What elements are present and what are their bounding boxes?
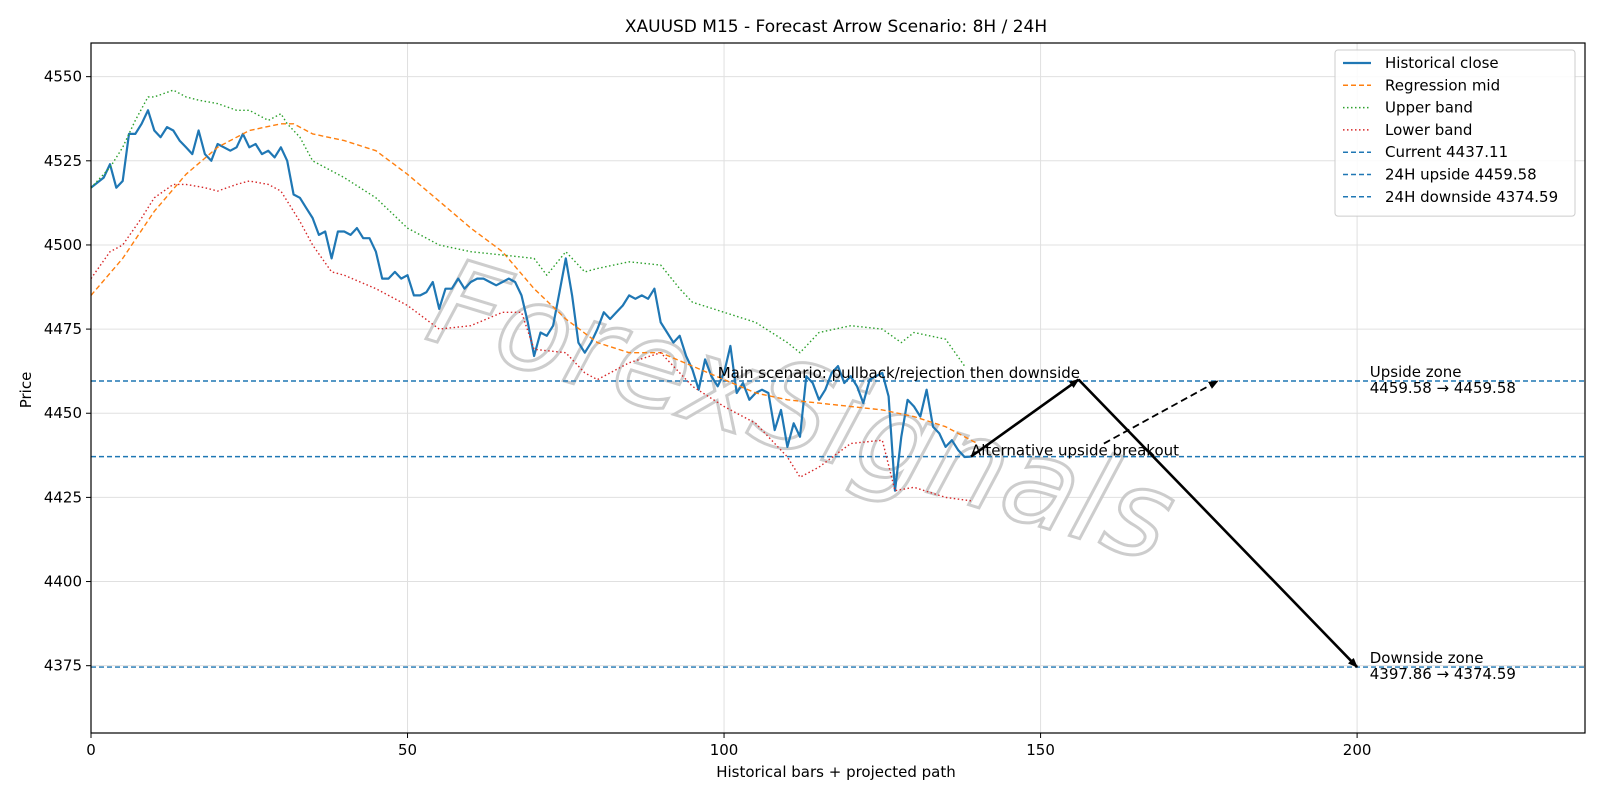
main-scenario-label: Main scenario: pullback/rejection then d… bbox=[718, 364, 1080, 382]
downside-zone-range: 4397.86 → 4374.59 bbox=[1370, 665, 1516, 683]
y-axis: 4375 4400 4425 4450 4475 4500 4525 4550 bbox=[44, 68, 91, 675]
legend-label: Upper band bbox=[1385, 99, 1473, 117]
x-axis: 0 50 100 150 200 bbox=[86, 733, 1371, 759]
legend-box bbox=[1334, 49, 1576, 217]
downside-zone-label: Downside zone bbox=[1370, 649, 1484, 667]
y-tick-label: 4400 bbox=[44, 573, 82, 591]
legend-label: Lower band bbox=[1385, 121, 1472, 139]
legend-label: 24H upside 4459.58 bbox=[1385, 166, 1537, 184]
x-tick-label: 150 bbox=[1026, 741, 1055, 759]
legend-label: Regression mid bbox=[1385, 76, 1500, 94]
legend-label: Historical close bbox=[1385, 54, 1499, 72]
series-line-3 bbox=[90, 180, 971, 502]
y-tick-label: 4525 bbox=[44, 152, 82, 170]
y-tick-label: 4375 bbox=[44, 657, 82, 675]
main-scenario-arrow-up bbox=[970, 378, 1080, 458]
chart-title: XAUUSD M15 - Forecast Arrow Scenario: 8H… bbox=[625, 17, 1047, 37]
alternative-label: Alternative upside breakout bbox=[971, 442, 1179, 460]
y-tick-label: 4425 bbox=[44, 488, 82, 506]
y-axis-label: Price bbox=[17, 372, 35, 409]
series-line-2 bbox=[90, 89, 966, 367]
upside-zone-label: Upside zone bbox=[1370, 363, 1462, 381]
legend-label: Current 4437.11 bbox=[1385, 143, 1508, 161]
x-tick-label: 200 bbox=[1343, 741, 1372, 759]
x-tick-label: 100 bbox=[710, 741, 739, 759]
plot-frame bbox=[90, 42, 1586, 734]
x-tick-label: 0 bbox=[86, 741, 96, 759]
y-tick-label: 4550 bbox=[44, 68, 82, 86]
series-line-1 bbox=[90, 123, 978, 445]
main-scenario-arrow-down bbox=[1077, 378, 1359, 668]
upside-zone-range: 4459.58 → 4459.58 bbox=[1370, 379, 1516, 397]
y-tick-label: 4500 bbox=[44, 236, 82, 254]
legend: Historical close Regression mid Upper band… bbox=[1334, 49, 1576, 217]
legend-label: 24H downside 4374.59 bbox=[1385, 188, 1558, 206]
x-axis-label: Historical bars + projected path bbox=[716, 763, 956, 781]
y-tick-label: 4450 bbox=[44, 404, 82, 422]
x-tick-label: 50 bbox=[398, 741, 417, 759]
y-tick-label: 4475 bbox=[44, 320, 82, 338]
